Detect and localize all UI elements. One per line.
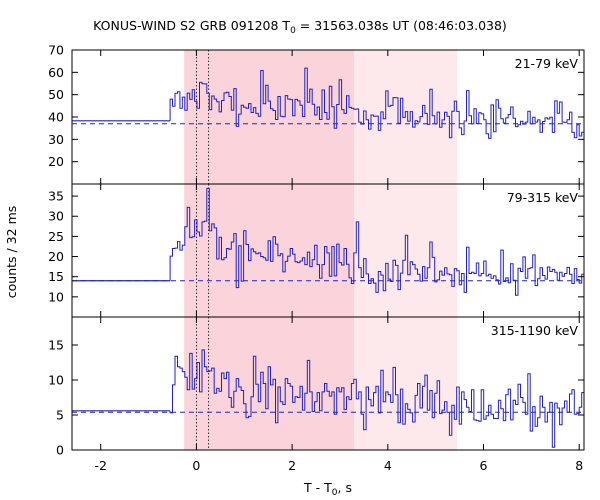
panel-frame-3	[71, 316, 585, 451]
y-tick-label: 0	[56, 443, 64, 458]
panel-label: 21-79 keV	[515, 56, 579, 71]
panel-label: 315-1190 keV	[491, 323, 579, 338]
x-tick-label: 6	[480, 458, 488, 473]
y-axis-label: counts / 32 ms	[4, 206, 19, 299]
panel-3: 315-1190 keV	[72, 317, 584, 450]
x-tick-label: 2	[288, 458, 296, 473]
y-tick-label: 10	[48, 373, 64, 388]
y-tick-label: 70	[48, 43, 64, 58]
panel-2: 79-315 keV	[72, 184, 584, 317]
y-tick-label: 30	[48, 209, 64, 224]
y-tick-label: 15	[48, 338, 64, 353]
panel-label: 79-315 keV	[507, 190, 579, 205]
panels: 21-79 keV 79-315 keV 315-1190 keV	[72, 50, 584, 450]
y-tick-label: 50	[48, 87, 64, 102]
y-tick-label: 20	[48, 154, 64, 169]
y-tick-label: 20	[48, 249, 64, 264]
y-tick-label: 5	[56, 408, 64, 423]
x-tick-label: -2	[94, 458, 106, 473]
shaded-intervals	[184, 50, 458, 450]
light-curve-series	[169, 187, 584, 296]
x-axis-label: T - T0, s	[303, 480, 352, 498]
light-curve-series	[169, 67, 584, 139]
y-tick-label: 25	[48, 229, 64, 244]
y-tick-label: 40	[48, 110, 64, 125]
x-tick-label: 0	[192, 458, 200, 473]
chart-title: KONUS-WIND S2 GRB 091208 T0 = 31563.038s…	[93, 18, 507, 36]
y-tick-label: 35	[48, 189, 64, 204]
y-tick-label: 30	[48, 132, 64, 147]
y-tick-label: 60	[48, 65, 64, 80]
x-tick-label: 4	[384, 458, 392, 473]
axes: 20 30 40 50 60 70 10 15 20 25 30 35 0 5 10 15 -2 0 2 4 6 8	[48, 43, 585, 473]
x-tick-label: 8	[575, 458, 583, 473]
light-curve-series	[169, 349, 584, 448]
y-tick-label: 10	[48, 289, 64, 304]
y-tick-label: 15	[48, 269, 64, 284]
panel-1: 21-79 keV	[72, 50, 584, 184]
